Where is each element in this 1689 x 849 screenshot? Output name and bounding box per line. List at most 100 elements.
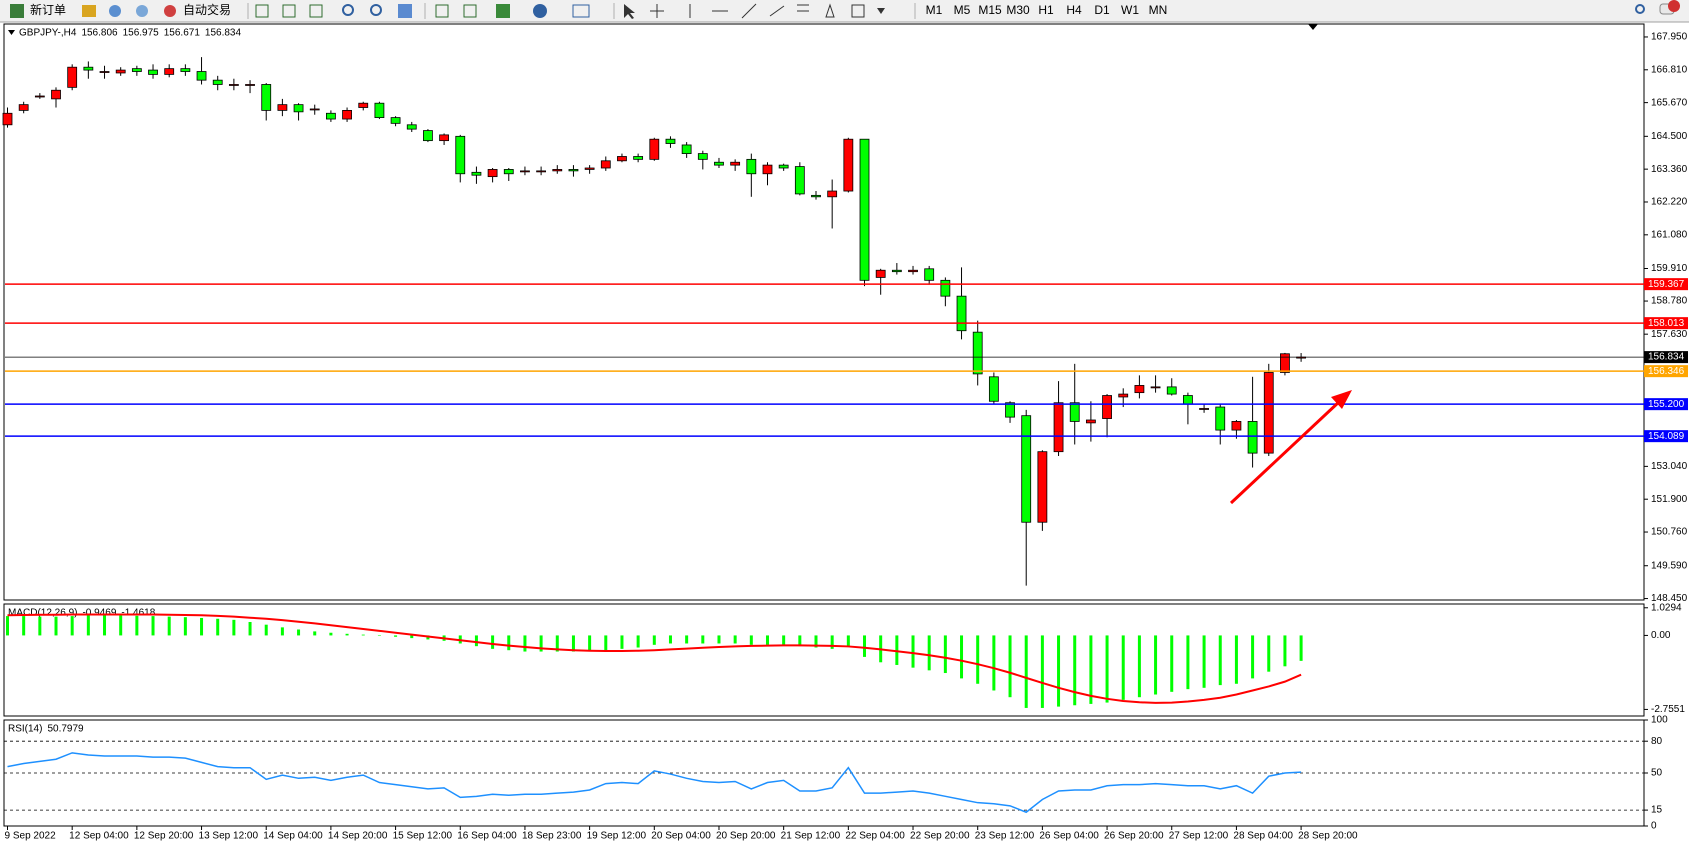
candle-body (1247, 421, 1258, 454)
candle-body (18, 104, 29, 111)
label-icon[interactable] (851, 4, 865, 18)
zoom-in-icon[interactable] (342, 4, 354, 16)
macd-bar (1121, 635, 1125, 700)
candle-body (261, 84, 272, 111)
x-tick-label: 27 Sep 12:00 (1169, 831, 1229, 842)
macd-bar (749, 635, 753, 645)
candle-body (423, 130, 433, 142)
candle-body (972, 331, 983, 375)
timeframe-button[interactable]: H1 (1038, 3, 1054, 17)
macd-bar (280, 627, 284, 636)
new-order-button[interactable]: 新订单 (30, 2, 66, 17)
price-level-label: 159.367 (1648, 279, 1685, 290)
macd-signal-line (7, 613, 1302, 704)
candle-body (1085, 419, 1096, 424)
macd-bar (313, 631, 317, 636)
trendline-icon[interactable] (741, 3, 757, 19)
macd-bar (668, 635, 672, 644)
macd-bar (1299, 635, 1303, 661)
channel-icon[interactable] (769, 5, 785, 17)
candle-body (956, 295, 967, 332)
panel-frame (3, 23, 1645, 601)
candle-body (277, 104, 288, 111)
toolbar-icon[interactable] (109, 5, 121, 17)
candle-body (988, 376, 999, 402)
auto-trading-icon[interactable] (164, 5, 176, 17)
y-tick-label: 148.450 (1651, 593, 1688, 604)
macd-bar (717, 635, 721, 644)
candle-body (697, 153, 708, 160)
toolbar-icon[interactable] (255, 4, 269, 18)
text-icon[interactable] (825, 3, 835, 18)
panel-frame (3, 719, 1645, 827)
candle-body (891, 269, 902, 273)
candle-body (875, 269, 886, 278)
panel-frame (3, 603, 1645, 717)
candle-body (924, 268, 935, 281)
toolbar-icon[interactable] (282, 4, 296, 18)
timeframe-button[interactable]: M15 (978, 3, 1002, 17)
candle-body (681, 144, 692, 155)
timeframe-button[interactable]: M30 (1006, 3, 1030, 17)
macd-bar (54, 616, 58, 636)
toolbar-icon[interactable] (136, 5, 148, 17)
macd-bar (863, 635, 867, 657)
toolbar-icon[interactable] (435, 4, 449, 18)
toolbar-icon[interactable] (398, 4, 412, 18)
candle-body (1118, 393, 1129, 398)
timeframe-button[interactable]: W1 (1121, 3, 1139, 17)
price-level-label: 158.013 (1648, 318, 1685, 329)
rsi-line (7, 752, 1302, 814)
candle-body (536, 170, 547, 173)
cursor-icon[interactable] (624, 4, 635, 19)
timeframe-button[interactable]: M1 (926, 3, 943, 17)
toolbar-icon[interactable] (496, 4, 510, 18)
candle-body (455, 135, 466, 175)
search-icon[interactable] (1635, 4, 1645, 14)
timeframe-button[interactable]: M5 (954, 3, 971, 17)
toolbar-icon[interactable] (82, 5, 96, 17)
macd-bar (345, 633, 349, 636)
macd-bar (1024, 635, 1028, 708)
timeframe-button[interactable]: D1 (1094, 3, 1110, 17)
price-level-label: 156.346 (1648, 366, 1685, 377)
toolbar-icon[interactable] (572, 4, 590, 18)
toolbar-icon[interactable] (309, 4, 323, 18)
zoom-out-icon[interactable] (370, 4, 382, 16)
candle-body (406, 124, 417, 130)
y-tick-label: 0.00 (1651, 630, 1671, 641)
macd-bar (539, 635, 543, 652)
new-order-icon[interactable] (10, 4, 24, 18)
macd-bar (1283, 635, 1287, 667)
x-tick-label: 14 Sep 20:00 (328, 831, 388, 842)
notification-badge[interactable] (1668, 0, 1680, 12)
candle-body (908, 269, 918, 273)
indicator-title: MACD(12,26,9) (8, 608, 77, 619)
candle-body (1231, 421, 1242, 431)
y-tick-label: 15 (1651, 805, 1663, 816)
y-tick-label: 167.950 (1651, 32, 1688, 43)
price-level-label: 154.089 (1648, 431, 1685, 442)
candle-body (309, 108, 320, 111)
candle-body (730, 161, 741, 166)
candle-body (665, 138, 676, 144)
timeframe-button[interactable]: H4 (1066, 3, 1082, 17)
candle-body (568, 169, 579, 172)
candle-body (714, 161, 724, 166)
toolbar-icon[interactable] (533, 4, 547, 18)
candle-body (1215, 406, 1226, 431)
macd-bar (394, 635, 398, 637)
macd-bar (507, 635, 511, 651)
macd-bar (701, 635, 705, 644)
timeframe-button[interactable]: MN (1149, 3, 1168, 17)
candle-body (1150, 386, 1161, 389)
candle-body (940, 279, 951, 297)
arrows-icon[interactable] (877, 8, 885, 14)
price-level-tag (1644, 317, 1688, 330)
toolbar-icon[interactable] (463, 4, 477, 18)
auto-trading-button[interactable]: 自动交易 (183, 2, 231, 17)
macd-bar (733, 635, 737, 644)
candle-body (649, 138, 660, 160)
candle-body (51, 89, 61, 100)
timeframe-bar: M1 M5 M15 M30 H1 H4 D1 W1 MN (926, 3, 1168, 17)
